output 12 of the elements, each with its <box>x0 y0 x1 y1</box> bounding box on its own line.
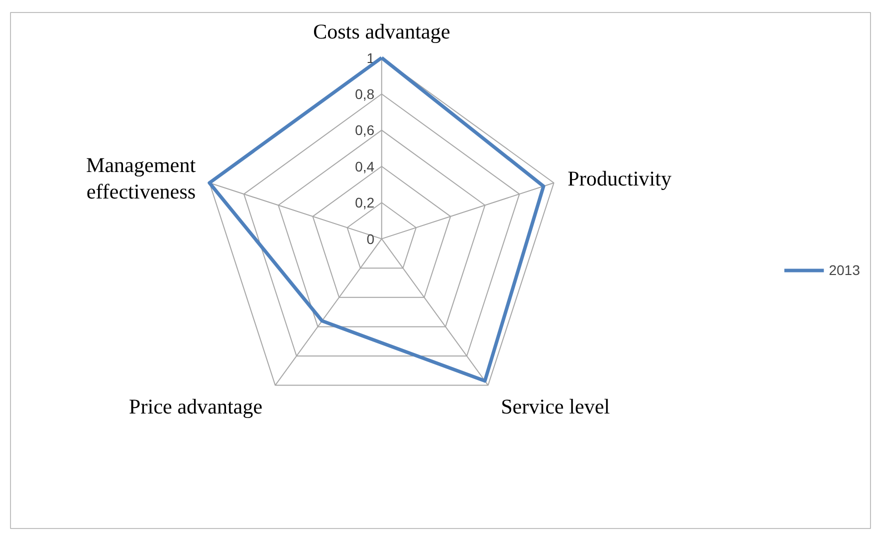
legend-label: 2013 <box>828 262 860 278</box>
spoke-label: Productivity <box>568 166 672 190</box>
spoke-label: Price advantage <box>128 394 262 418</box>
spoke-label: Management effectiveness <box>86 153 196 204</box>
y-tick-label: 1 <box>366 50 375 66</box>
spoke-label: Costs advantage <box>313 19 450 44</box>
y-tick-label: 0,4 <box>354 158 375 174</box>
y-tick-label: 0,8 <box>354 86 375 102</box>
spoke-label: Service level <box>500 394 610 418</box>
y-tick-label: 0 <box>366 230 375 247</box>
y-tick-label: 0,6 <box>354 122 375 138</box>
y-tick-label: 0,2 <box>354 194 375 211</box>
